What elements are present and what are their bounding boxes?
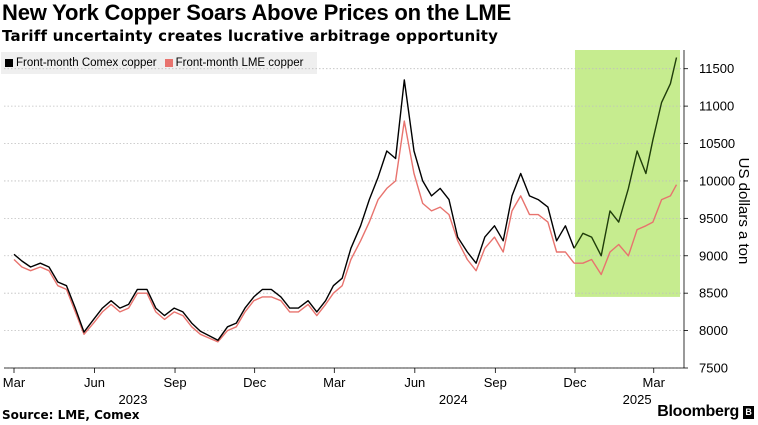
- chart-title: New York Copper Soars Above Prices on th…: [2, 0, 511, 25]
- legend-item-lme: Front-month LME copper: [164, 57, 304, 69]
- y-tick-label: 11500: [699, 61, 734, 76]
- series-line-lme-highlighted: [574, 184, 678, 276]
- legend-swatch-lme: [164, 59, 173, 67]
- x-year-label: 2024: [439, 392, 468, 407]
- chart-subtitle: Tariff uncertainty creates lucrative arb…: [2, 27, 499, 45]
- y-tick-label: 10500: [699, 136, 735, 151]
- chart-legend: Front-month Comex copper Front-month LME…: [1, 52, 318, 74]
- legend-swatch-comex: [5, 59, 13, 67]
- brand-name: Bloomberg: [657, 403, 739, 420]
- y-tick-label: 11000: [699, 99, 734, 114]
- axis-layer: 7500 8000 8500 9000 9500 10000 10500 11000 11500…: [3, 50, 752, 407]
- x-year-label: 2023: [119, 392, 148, 407]
- y-tick-label: 7500: [699, 361, 728, 376]
- y-tick-label: 9000: [699, 248, 728, 263]
- series-line-lme: [13, 120, 575, 343]
- bloomberg-b-icon: B: [743, 405, 754, 419]
- legend-label-lme: Front-month LME copper: [175, 57, 304, 69]
- source-note: Source: LME, Comex: [2, 408, 140, 422]
- series-layer: [13, 57, 678, 343]
- x-tick-label: Mar: [323, 375, 346, 390]
- bloomberg-logo: Bloomberg B: [657, 403, 754, 421]
- x-tick-label: Jun: [84, 375, 105, 390]
- y-tick-label: 10000: [699, 173, 735, 188]
- legend-item-comex: Front-month Comex copper: [5, 57, 157, 69]
- x-tick-label: Dec: [563, 375, 587, 390]
- series-line-comex-highlighted: [573, 57, 678, 257]
- y-axis-title: US dollars a ton: [735, 158, 752, 265]
- x-tick-label: Dec: [243, 375, 267, 390]
- x-tick-label: Sep: [163, 375, 186, 390]
- x-tick-label: Sep: [484, 375, 507, 390]
- legend-label-comex: Front-month Comex copper: [16, 57, 157, 69]
- y-tick-label: 8000: [699, 323, 728, 338]
- x-year-label: 2025: [623, 392, 652, 407]
- x-tick-label: Jun: [404, 375, 425, 390]
- x-tick-label: Mar: [3, 375, 26, 390]
- x-tick-label: Mar: [643, 375, 666, 390]
- y-tick-label: 8500: [699, 286, 728, 301]
- series-line-comex: [13, 79, 575, 341]
- y-tick-label: 9500: [699, 211, 728, 226]
